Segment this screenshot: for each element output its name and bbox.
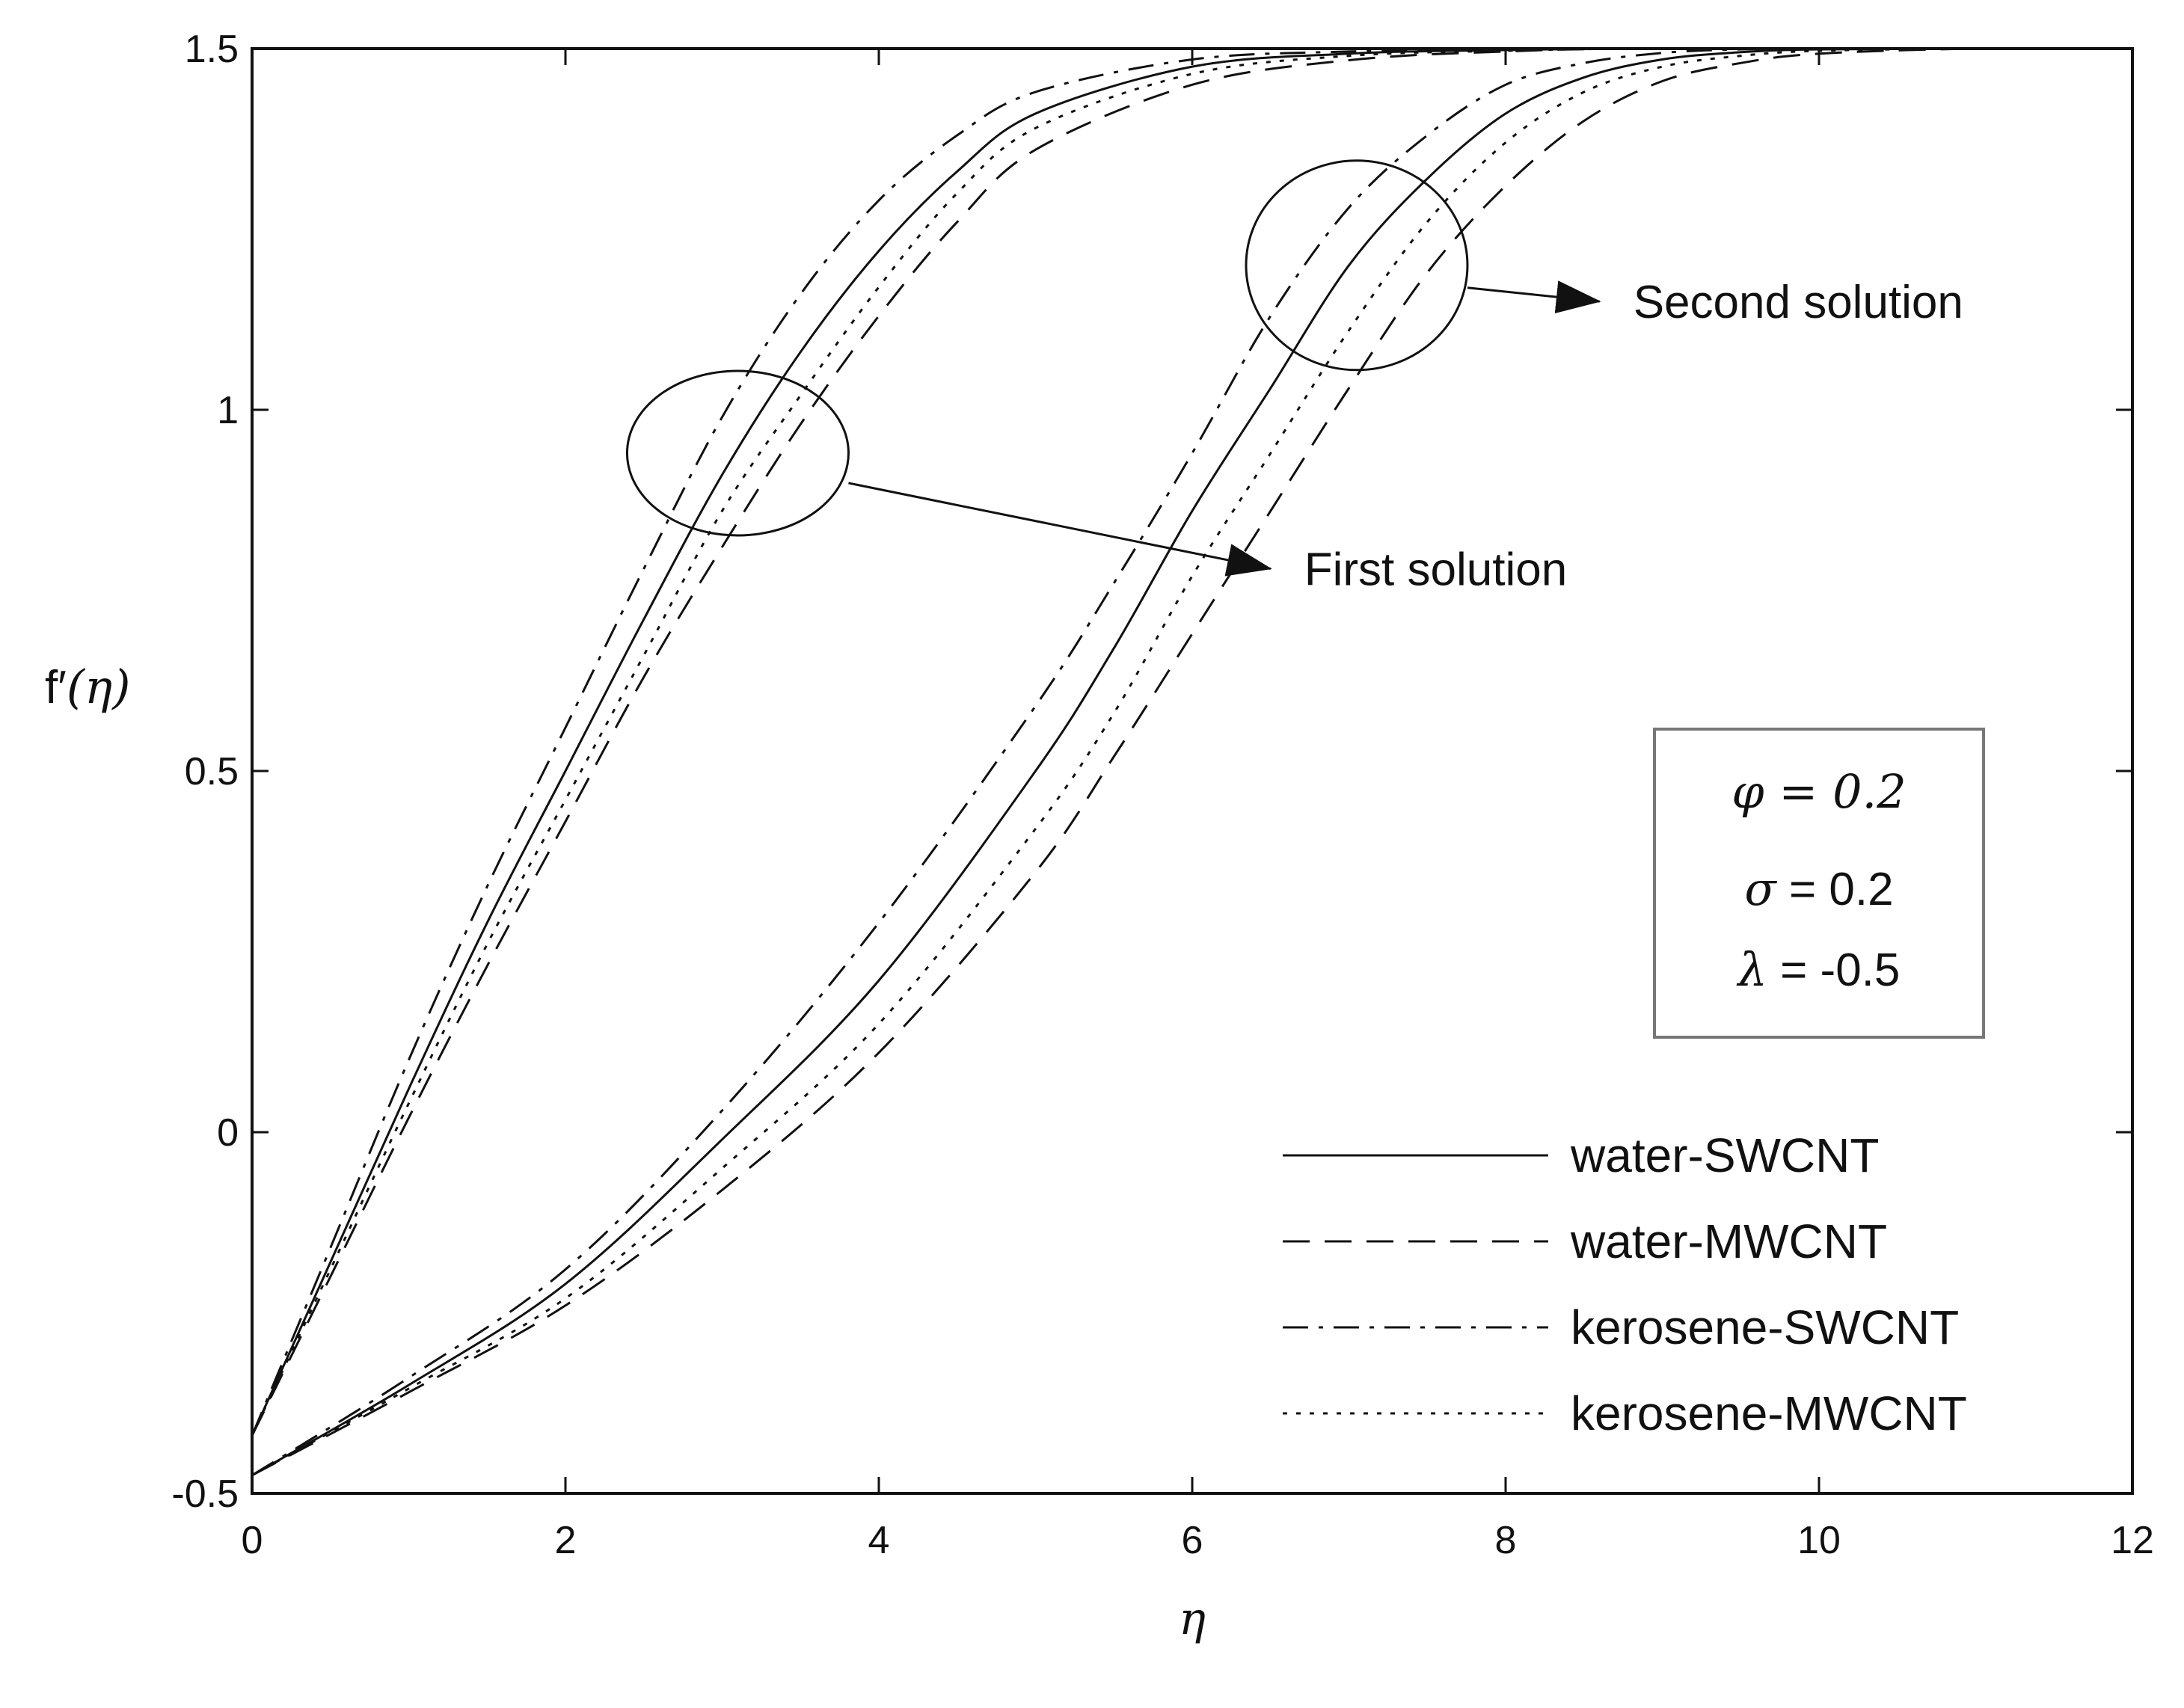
annotation-arrow — [848, 482, 1272, 577]
legend-label-water-swcnt: water-SWCNT — [1570, 1128, 1879, 1182]
x-tick-label: 6 — [1182, 1519, 1203, 1562]
legend-label-kerosene-swcnt: kerosene-SWCNT — [1571, 1300, 1959, 1354]
ticks-layer: 0 2 4 6 8 10 12-0.500.511.5 — [171, 28, 2154, 1562]
y-tick-label: 1 — [217, 389, 239, 432]
series-line-first-kerosene-mwcnt — [251, 47, 2133, 1437]
x-tick-label: 4 — [868, 1519, 890, 1562]
annotation-arrow — [1467, 280, 1601, 314]
legend: water-SWCNT water-MWCNT kerosene-SWCNT kero… — [1283, 1128, 1967, 1440]
annotation-ellipse — [1245, 159, 1469, 372]
annotation-label: First solution — [1304, 544, 1567, 596]
legend-label-water-mwcnt: water-MWCNT — [1570, 1214, 1887, 1268]
y-axis-label-main: f — [45, 662, 58, 713]
parameter-box: φ = 0.2 σ = 0.2 λ = -0.5 — [1653, 728, 1985, 1039]
y-tick-label: -0.5 — [171, 1472, 239, 1516]
y-tick-label: 0 — [217, 1111, 239, 1155]
annotations-layer: First solution Second solution — [625, 159, 1963, 596]
y-tick-label: 1.5 — [185, 28, 239, 71]
series-line-first-water-mwcnt — [251, 47, 2133, 1437]
y-tick-label: 0.5 — [185, 750, 239, 793]
x-tick-label: 12 — [2111, 1519, 2154, 1562]
param-lambda: λ = -0.5 — [1736, 942, 1901, 997]
series-line-second-water-mwcnt — [251, 47, 2133, 1477]
x-tick-label: 0 — [242, 1519, 263, 1562]
param-phi: φ = 0.2 — [1731, 764, 1906, 819]
y-axis-label: f′(η) — [45, 660, 130, 714]
legend-label-kerosene-mwcnt: kerosene-MWCNT — [1571, 1386, 1967, 1440]
param-sigma: σ = 0.2 — [1744, 861, 1893, 916]
annotation-ellipse — [625, 369, 850, 537]
x-axis-label: η — [1179, 1593, 1206, 1645]
series-line-second-kerosene-mwcnt — [251, 47, 2133, 1477]
x-tick-label: 10 — [1797, 1519, 1841, 1562]
parameter-box-frame — [1653, 728, 1985, 1039]
x-tick-label: 2 — [555, 1519, 577, 1562]
y-axis-label-arg: (η) — [67, 660, 131, 714]
series-line-second-water-swcnt — [251, 47, 2133, 1477]
y-axis-label-prime: ′ — [58, 662, 67, 713]
x-tick-label: 8 — [1495, 1519, 1517, 1562]
annotation-label: Second solution — [1634, 277, 1963, 328]
